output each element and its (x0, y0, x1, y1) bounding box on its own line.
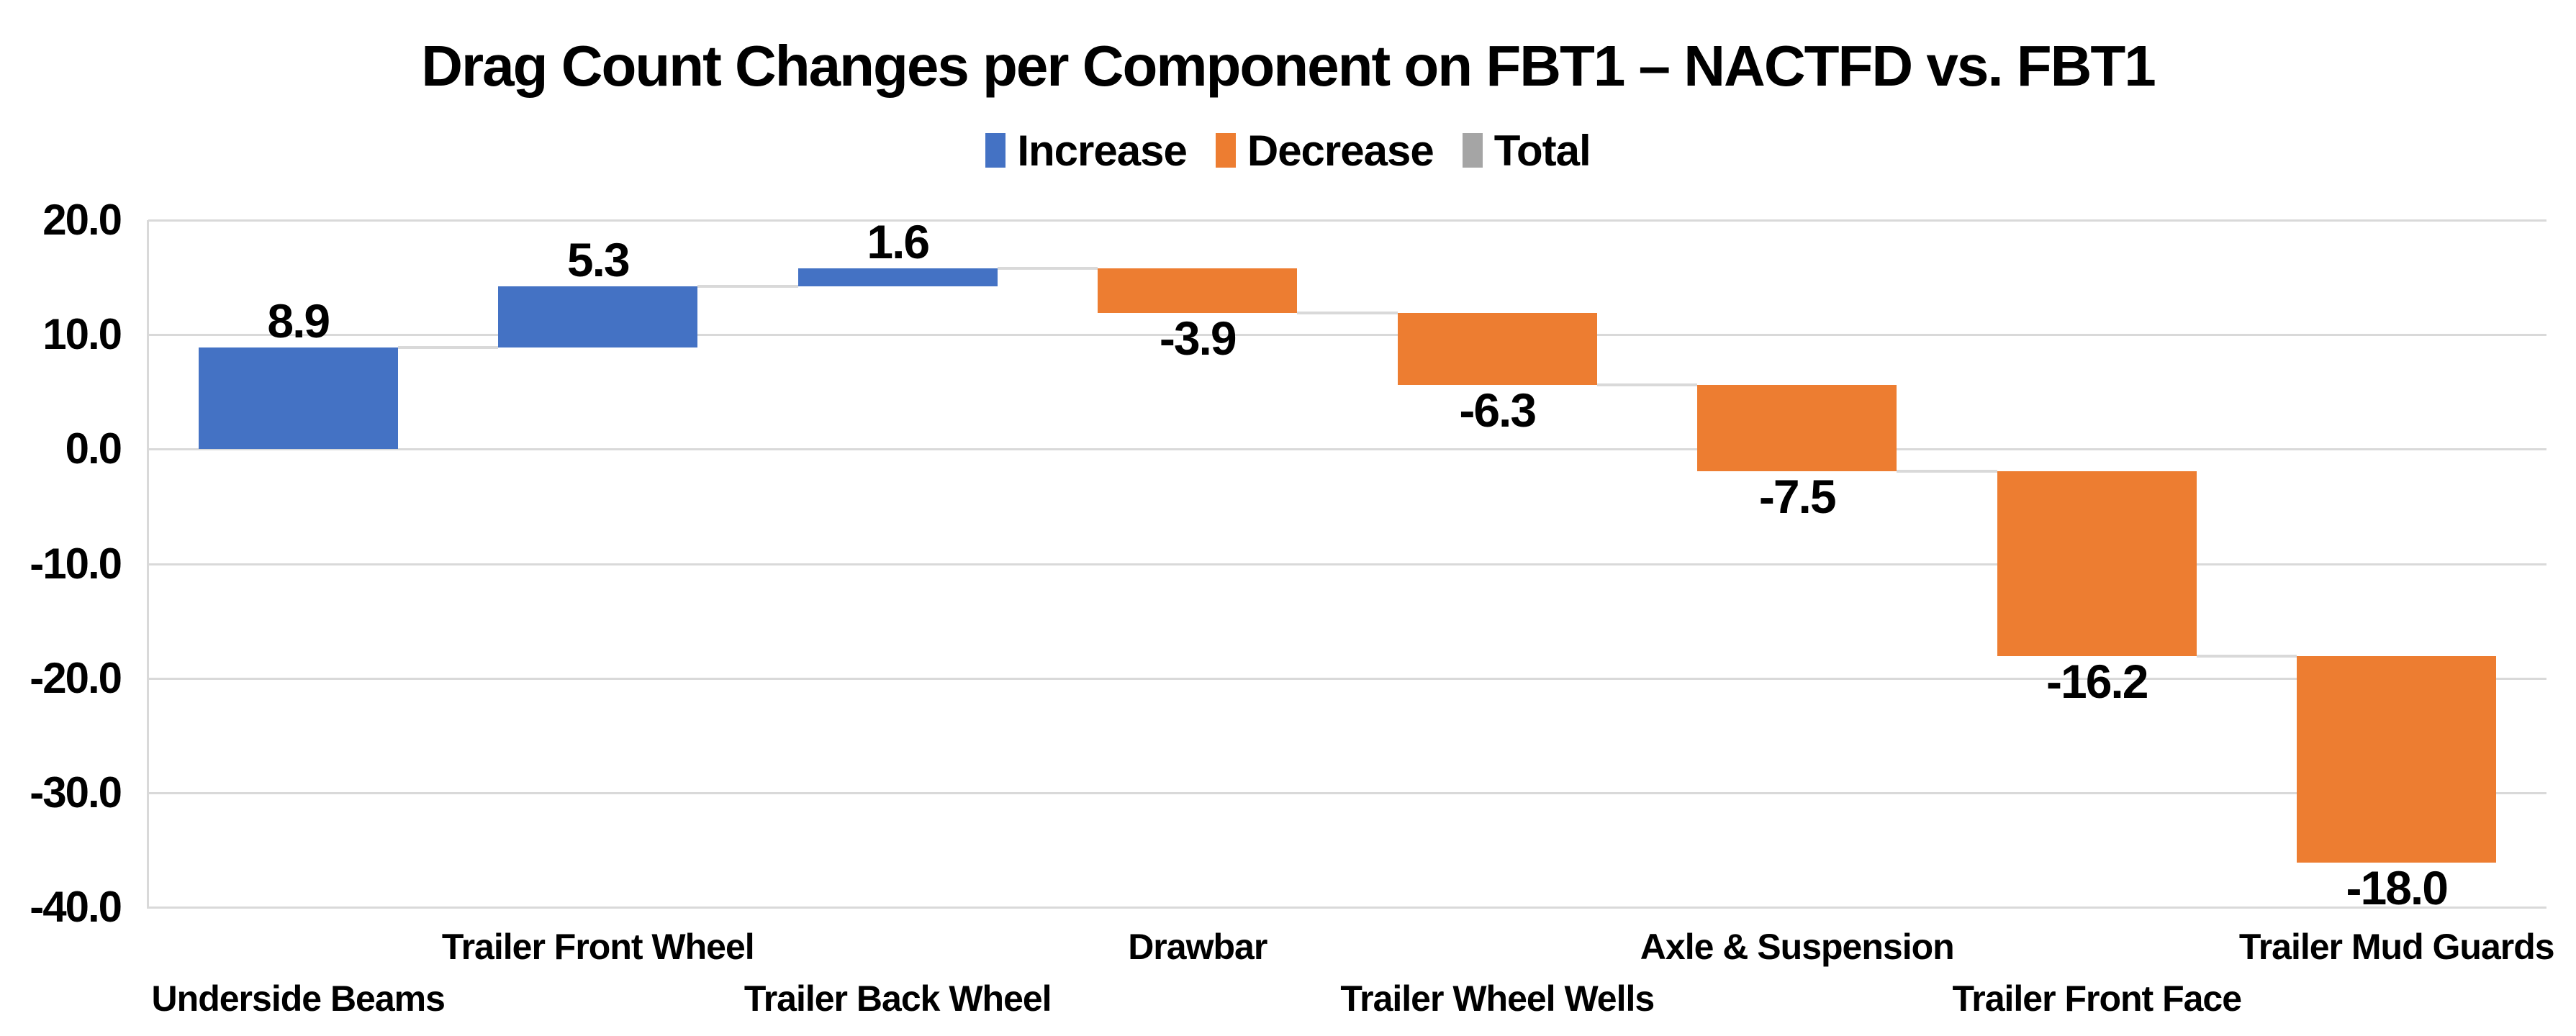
legend-swatch-total-icon (1462, 133, 1483, 168)
gridline (148, 219, 2546, 222)
connector-line (997, 266, 1098, 270)
x-category-label: Trailer Front Wheel (441, 927, 755, 967)
gridline (148, 791, 2546, 794)
x-category-label: Axle & Suspension (1640, 927, 1955, 967)
bar-data-label: -6.3 (1459, 383, 1537, 437)
bar-data-label: -7.5 (1758, 469, 1837, 523)
x-category-label: Trailer Wheel Wells (1340, 978, 1655, 1019)
y-axis-tick-label: -10.0 (30, 539, 122, 588)
legend: Increase Decrease Total (0, 126, 2576, 176)
waterfall-bar-increase (498, 286, 698, 347)
connector-line (1596, 383, 1698, 387)
gridline (148, 448, 2546, 451)
y-axis-tick-label: 0.0 (65, 424, 122, 473)
y-axis-tick-label: 20.0 (42, 196, 122, 244)
gridline (148, 677, 2546, 680)
connector-line (697, 285, 798, 288)
waterfall-bar-decrease (1397, 312, 1597, 386)
bar-data-label: 1.6 (867, 214, 930, 268)
legend-item-total: Total (1462, 126, 1591, 176)
gridline (148, 334, 2546, 337)
legend-item-increase: Increase (985, 126, 1188, 176)
gridline (148, 563, 2546, 565)
connector-line (1897, 469, 1997, 473)
connector-line (2196, 655, 2297, 658)
legend-swatch-decrease-icon (1215, 133, 1236, 168)
waterfall-bar-decrease (2297, 656, 2497, 863)
waterfall-bar-increase (198, 347, 398, 450)
bar-data-label: 5.3 (566, 233, 631, 287)
legend-item-decrease: Decrease (1215, 126, 1434, 176)
bar-data-label: -16.2 (2046, 655, 2148, 709)
legend-label-increase: Increase (1017, 126, 1188, 175)
legend-label-total: Total (1493, 126, 1591, 175)
gridline (148, 906, 2546, 909)
waterfall-bar-decrease (1997, 471, 2197, 657)
bar-data-label: 8.9 (267, 294, 330, 347)
waterfall-bar-increase (797, 268, 998, 287)
x-category-label: Trailer Back Wheel (744, 978, 1052, 1019)
y-axis-tick-label: -20.0 (30, 653, 122, 702)
y-axis-tick-label: 10.0 (42, 310, 122, 359)
connector-line (397, 345, 499, 349)
x-category-label: Drawbar (1128, 927, 1267, 967)
y-axis-tick-label: -40.0 (30, 883, 122, 931)
connector-line (1297, 311, 1398, 314)
legend-label-decrease: Decrease (1247, 126, 1434, 175)
x-category-label: Trailer Mud Guards (2238, 927, 2555, 967)
waterfall-bar-decrease (1697, 385, 1897, 471)
waterfall-bar-decrease (1098, 268, 1298, 313)
chart-title: Drag Count Changes per Component on FBT1… (421, 34, 2156, 98)
legend-swatch-increase-icon (985, 133, 1006, 168)
y-axis-tick-label: -30.0 (30, 768, 122, 817)
bar-data-label: -18.0 (2346, 860, 2449, 914)
bar-data-label: -3.9 (1159, 311, 1237, 365)
x-category-label: Trailer Front Face (1952, 978, 2242, 1019)
plot-left-border (147, 220, 149, 909)
x-category-label: Underside Beams (151, 978, 446, 1019)
